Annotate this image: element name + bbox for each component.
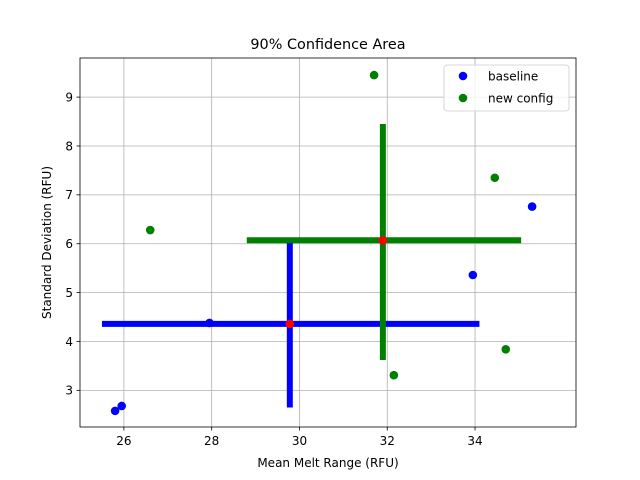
center-marker <box>285 319 295 329</box>
y-tick-label: 5 <box>65 286 73 300</box>
data-points <box>110 70 537 416</box>
legend-marker <box>458 93 468 103</box>
x-tick-label: 26 <box>116 434 131 448</box>
y-tick-label: 3 <box>65 384 73 398</box>
x-tick-label: 28 <box>204 434 219 448</box>
y-tick-label: 8 <box>65 139 73 153</box>
chart-title: 90% Confidence Area <box>250 37 405 53</box>
legend: baseline new config <box>443 64 570 112</box>
legend-label: baseline <box>488 69 538 83</box>
data-point <box>490 173 500 183</box>
data-point <box>369 70 379 80</box>
x-axis-ticks: 26 28 30 32 34 <box>116 427 483 448</box>
y-tick-label: 4 <box>65 335 73 349</box>
data-point <box>468 270 478 280</box>
x-tick-label: 30 <box>292 434 307 448</box>
data-point <box>389 370 399 380</box>
y-tick-label: 9 <box>65 90 73 104</box>
y-axis-ticks: 3 4 5 6 7 8 9 <box>65 90 80 398</box>
legend-box <box>443 64 570 112</box>
data-point <box>527 202 537 211</box>
data-point <box>501 344 511 354</box>
plot-frame <box>79 57 577 428</box>
legend-label: new config <box>488 91 553 105</box>
data-point <box>110 406 120 416</box>
x-tick-label: 32 <box>380 434 395 448</box>
y-tick-label: 7 <box>65 188 73 202</box>
y-axis-label: Standard Deviation (RFU) <box>40 166 54 319</box>
x-axis-label: Mean Melt Range (RFU) <box>257 456 398 470</box>
data-point <box>117 401 126 411</box>
data-point <box>205 318 214 328</box>
y-tick-label: 6 <box>65 237 73 251</box>
x-tick-label: 34 <box>467 434 482 448</box>
data-point <box>145 225 155 235</box>
center-marker <box>378 236 388 245</box>
legend-marker <box>458 71 468 81</box>
